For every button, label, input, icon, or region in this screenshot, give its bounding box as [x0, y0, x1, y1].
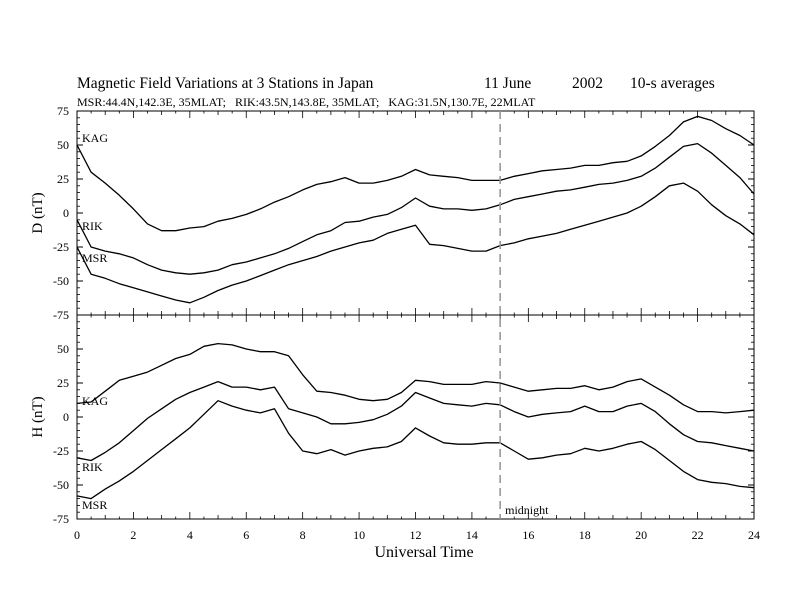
- y-tick-label: 75: [57, 104, 69, 118]
- chart-date: 11 June: [484, 75, 531, 92]
- station-label-msr: MSR: [82, 251, 107, 265]
- chart-year: 2002: [572, 75, 603, 92]
- x-tick-label: 6: [243, 528, 249, 542]
- midnight-label: midnight: [505, 503, 549, 517]
- station-label-msr: MSR: [82, 498, 107, 512]
- stations-line: MSR:44.4N,142.3E, 35MLAT; RIK:43.5N,143.…: [77, 95, 536, 109]
- x-tick-label: 24: [748, 528, 760, 542]
- top-ylabel: D (nT): [30, 192, 46, 233]
- x-tick-label: 16: [522, 528, 534, 542]
- y-tick-label: -50: [53, 478, 69, 492]
- series-line-rik-h: [76, 380, 755, 462]
- bottom-panel-frame: [76, 314, 755, 520]
- x-tick-label: 2: [130, 528, 136, 542]
- chart-title: Magnetic Field Variations at 3 Stations …: [77, 75, 374, 92]
- station-label-kag: KAG: [82, 131, 108, 145]
- x-tick-label: 0: [74, 528, 80, 542]
- series-line-msr-d: [76, 182, 755, 304]
- x-axis-label: Universal Time: [374, 544, 473, 561]
- x-tick-label: 8: [300, 528, 306, 542]
- y-tick-label: 0: [63, 206, 69, 220]
- chart-averaging: 10-s averages: [630, 75, 715, 92]
- y-tick-label: -25: [53, 240, 69, 254]
- series-line-kag-d: [76, 115, 755, 232]
- annotation-layer: midnight: [499, 111, 549, 519]
- x-tick-label: 12: [410, 528, 422, 542]
- top-panel-frame: [76, 110, 755, 316]
- x-tick-label: 4: [187, 528, 193, 542]
- y-tick-label: -25: [53, 444, 69, 458]
- station-label-kag: KAG: [82, 394, 108, 408]
- y-tick-label: 50: [57, 342, 69, 356]
- y-tick-label: -75: [53, 512, 69, 526]
- bottom-ylabel: H (nT): [30, 396, 46, 437]
- y-tick-label: 25: [57, 376, 69, 390]
- series-line-rik-d: [76, 142, 755, 275]
- station-label-rik: RIK: [82, 219, 103, 233]
- y-tick-label: 50: [57, 138, 69, 152]
- x-tick-label: 22: [692, 528, 704, 542]
- series-layer: KAG RIK MSR KAG RIK MSR: [76, 115, 755, 512]
- y-tick-label: -50: [53, 274, 69, 288]
- series-line-msr-h: [76, 400, 755, 500]
- y-tick-label: -75: [53, 308, 69, 322]
- y-tick-label: 25: [57, 172, 69, 186]
- x-tick-label: 20: [635, 528, 647, 542]
- x-tick-label: 14: [466, 528, 478, 542]
- x-tick-label: 10: [353, 528, 365, 542]
- y-tick-label: 0: [63, 410, 69, 424]
- station-label-rik: RIK: [82, 460, 103, 474]
- x-tick-label: 18: [579, 528, 591, 542]
- series-line-kag-h: [76, 342, 755, 414]
